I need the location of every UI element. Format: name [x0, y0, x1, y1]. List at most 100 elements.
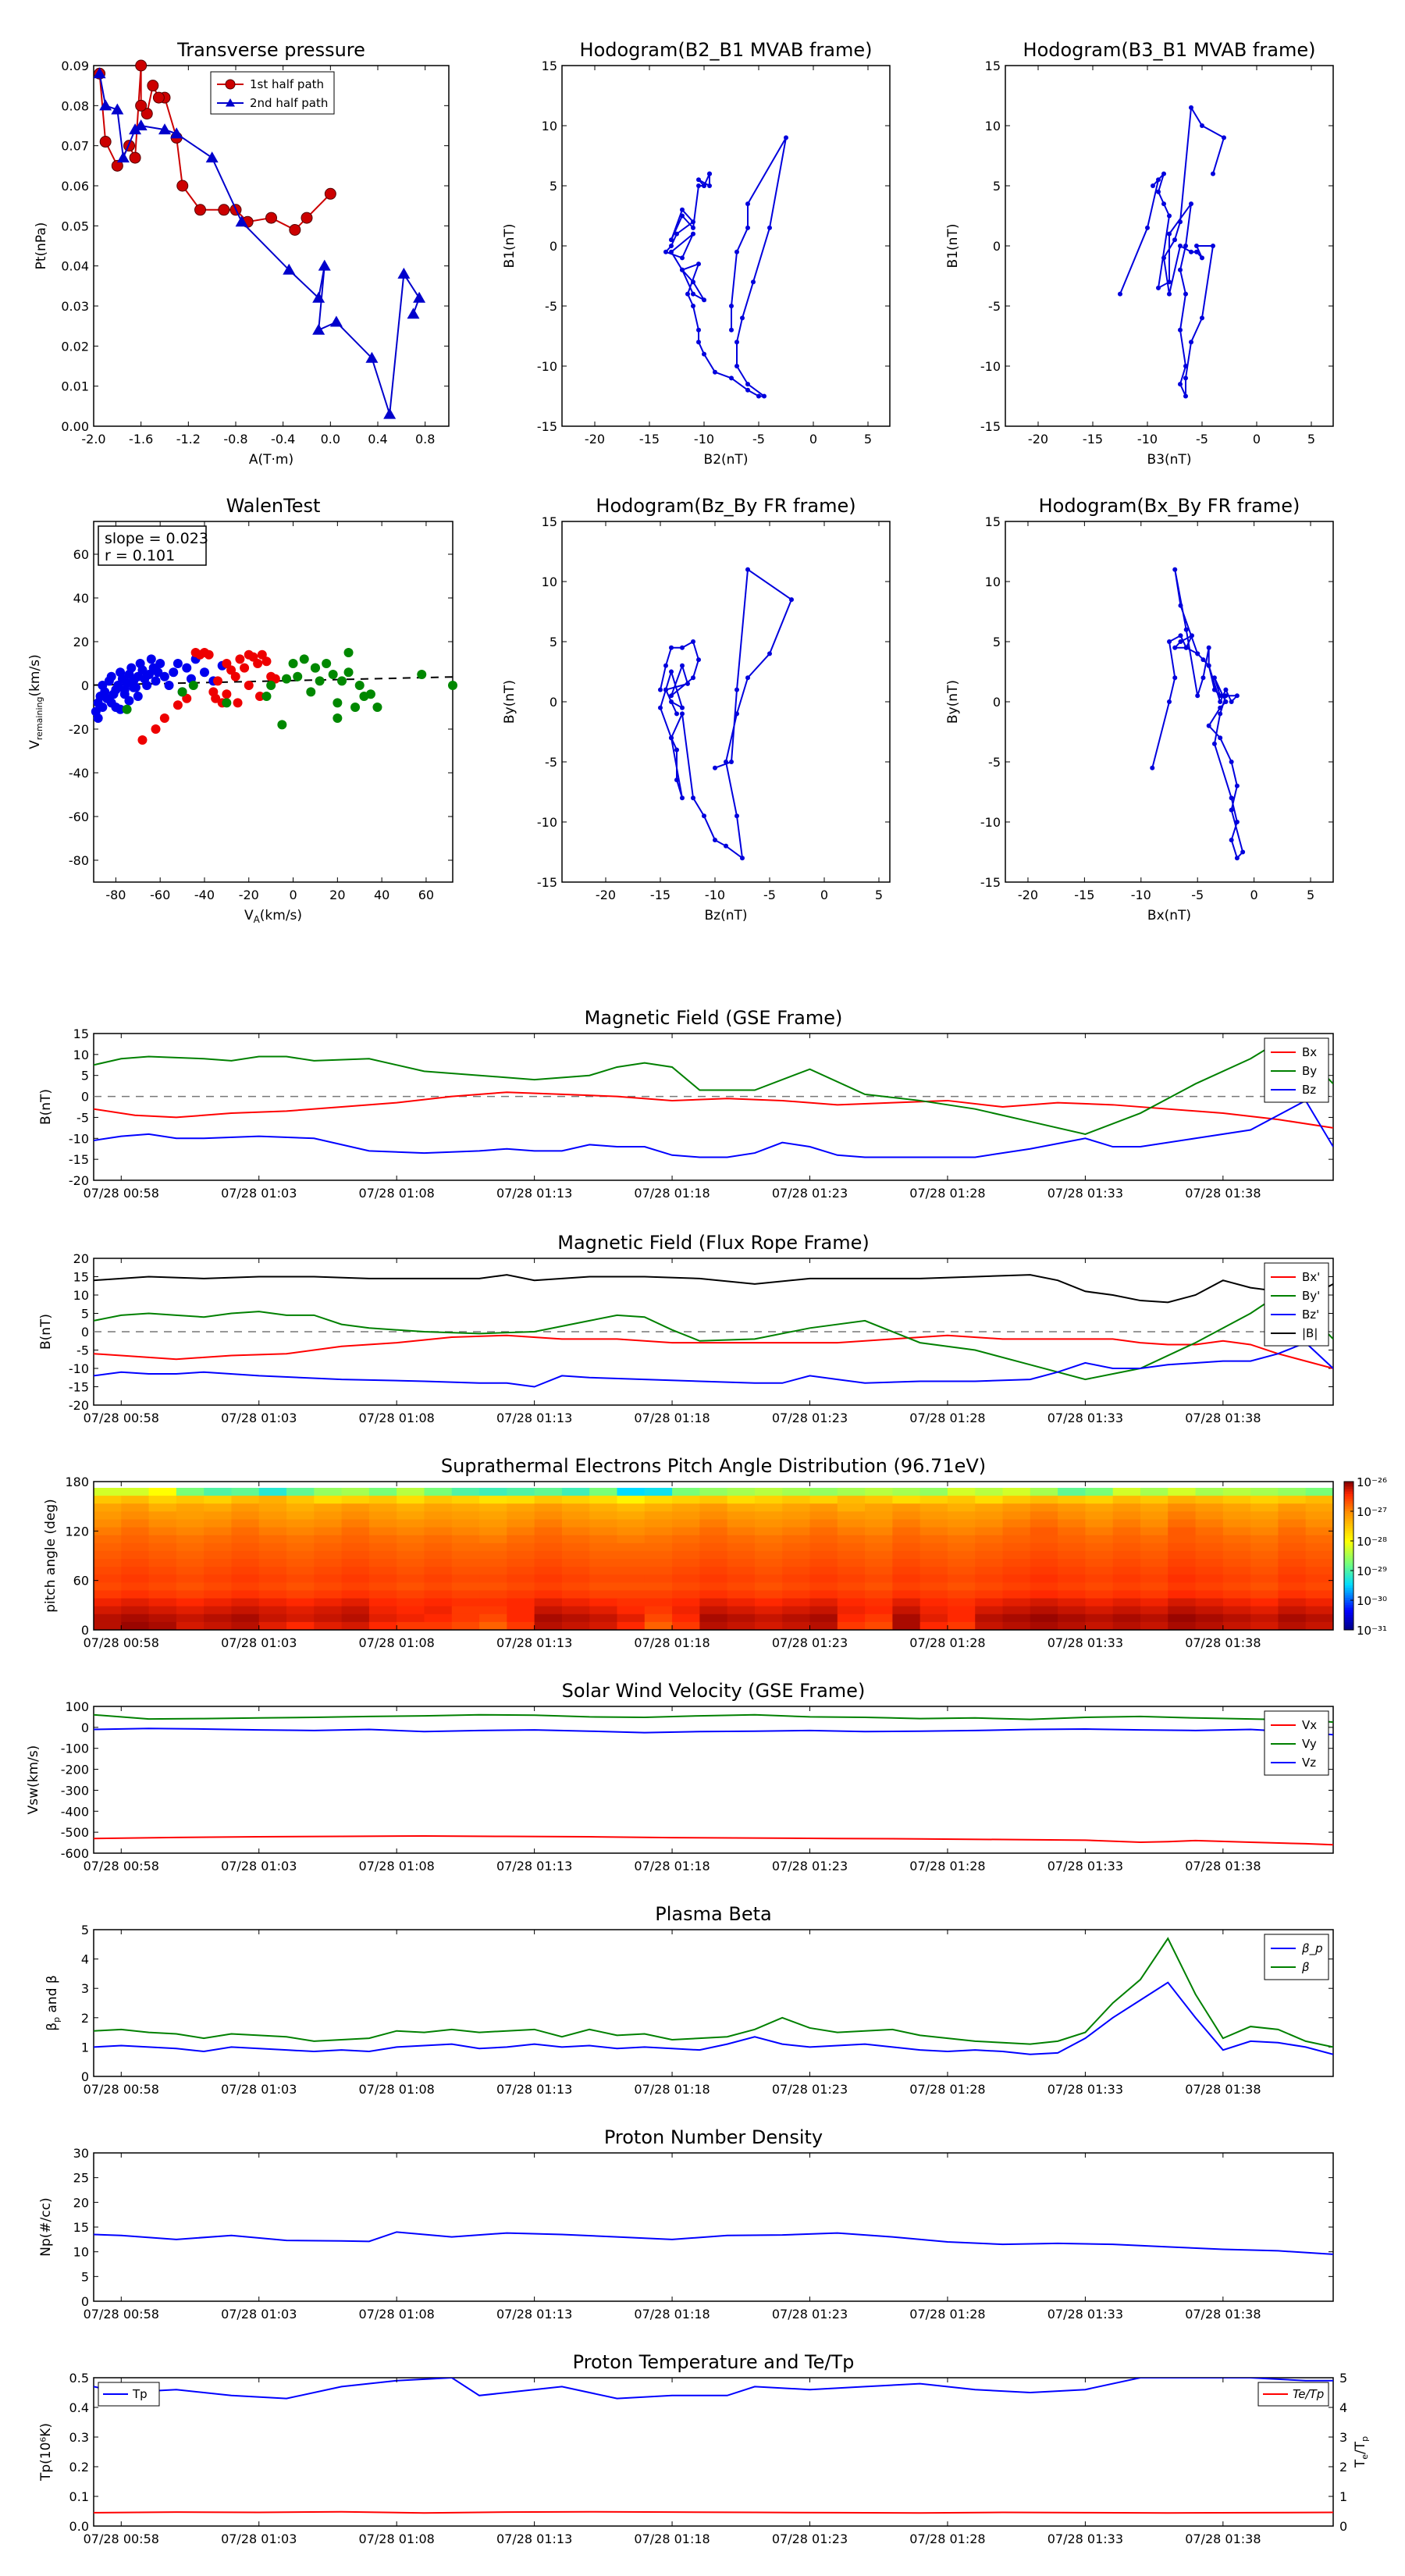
heatmap-cell	[451, 1606, 480, 1615]
heatmap-cell	[754, 1496, 783, 1504]
heatmap-cell	[534, 1511, 563, 1520]
x-tick-label: -20	[1018, 888, 1038, 902]
heatmap-cell	[727, 1598, 756, 1607]
heatmap-cell	[975, 1621, 1004, 1631]
heatmap-cell	[1305, 1519, 1334, 1528]
heatmap-cell	[258, 1503, 287, 1512]
colorbar-segment	[1344, 1514, 1353, 1517]
y-tick-label-right: 5	[1339, 2371, 1347, 2386]
scatter-point	[169, 667, 179, 678]
heatmap-cell	[286, 1574, 315, 1583]
heatmap-cell	[176, 1542, 205, 1552]
heatmap-cell	[1278, 1527, 1307, 1536]
heatmap-cell	[947, 1511, 976, 1520]
heatmap-cell	[368, 1488, 397, 1496]
heatmap-cell	[231, 1614, 260, 1623]
heatmap-cell	[1168, 1542, 1197, 1552]
walen-test-chart: WalenTest -80 -60 -40 -20 0 20 40 60 -80 -60 -40 -20…	[27, 495, 457, 925]
legend-label: Bx'	[1302, 1270, 1320, 1284]
heatmap-cell	[424, 1550, 453, 1560]
plot-frame	[93, 521, 454, 883]
heatmap-cell	[314, 1567, 343, 1575]
y-tick-label: 0	[81, 2294, 89, 2309]
chart-title: Transverse pressure	[176, 39, 365, 61]
heatmap-cell	[1030, 1519, 1058, 1528]
data-point	[1183, 627, 1189, 632]
data-point	[147, 80, 159, 92]
x-tick-label: 0	[809, 432, 817, 447]
colorbar-segment	[1344, 1563, 1353, 1567]
pitch-angle-heatmap: Suprathermal Electrons Pitch Angle Distr…	[43, 1455, 1387, 1650]
x-axis-label: Bx(nT)	[1147, 908, 1191, 923]
heatmap-cell	[424, 1527, 453, 1536]
heatmap-cell	[892, 1535, 921, 1544]
data-point	[680, 795, 685, 801]
heatmap-cell	[672, 1503, 700, 1512]
data-point	[140, 108, 153, 120]
heatmap-cell	[1085, 1567, 1114, 1575]
y-tick-label: -5	[988, 299, 1001, 314]
heatmap-cell	[1002, 1574, 1031, 1583]
heatmap-cell	[451, 1503, 480, 1512]
data-point	[1161, 201, 1166, 207]
heatmap-cell	[644, 1496, 673, 1504]
y-tick-label: -10	[69, 1131, 89, 1146]
heatmap-cell	[94, 1511, 122, 1520]
x-tick-label: 07/28 01:13	[496, 1186, 572, 1201]
plot-frame	[561, 65, 891, 427]
heatmap-cell	[919, 1574, 948, 1583]
data-point	[99, 136, 112, 148]
heatmap-cell	[424, 1598, 453, 1607]
heatmap-cell	[1112, 1567, 1141, 1575]
x-tick-label: 07/28 00:58	[84, 1411, 159, 1425]
heatmap-cell	[314, 1606, 343, 1615]
heatmap-cell	[1278, 1606, 1307, 1615]
colorbar-segment	[1344, 1560, 1353, 1564]
heatmap-cell	[782, 1519, 811, 1528]
heatmap-cell	[1278, 1519, 1307, 1528]
data-point	[696, 340, 701, 345]
heatmap-cell	[1140, 1582, 1168, 1591]
heatmap-cell	[561, 1598, 590, 1607]
heatmap-cell	[1085, 1519, 1114, 1528]
data-point	[669, 735, 674, 741]
heatmap-cell	[1195, 1496, 1224, 1504]
heatmap-cell	[1168, 1511, 1197, 1520]
heatmap-cell	[617, 1574, 646, 1583]
x-tick-label: 07/28 01:03	[221, 1186, 297, 1201]
heatmap-cell	[589, 1503, 617, 1512]
heatmap-cell	[1250, 1621, 1279, 1631]
x-tick-label: 07/28 01:13	[496, 1859, 572, 1873]
heatmap-cell	[975, 1614, 1004, 1623]
heatmap-cell	[1250, 1496, 1279, 1504]
heatmap-cell	[231, 1496, 260, 1504]
heatmap-cell	[341, 1503, 370, 1512]
heatmap-cell	[1030, 1511, 1058, 1520]
heatmap-cell	[617, 1527, 646, 1536]
heatmap-cell	[204, 1519, 232, 1528]
heatmap-cell	[1058, 1614, 1086, 1623]
heatmap-cell	[176, 1496, 205, 1504]
x-tick-label: -20	[585, 432, 605, 447]
heatmap-cell	[1195, 1535, 1224, 1544]
heatmap-cell	[534, 1550, 563, 1560]
heatmap-cell	[919, 1535, 948, 1544]
y-tick-label: -10	[980, 815, 1001, 830]
hodogram-b2-b1-chart: Hodogram(B2_B1 MVAB frame) -15 -10 -5 0 5 10 15…	[502, 39, 891, 468]
y-tick-label: -10	[980, 359, 1001, 374]
heatmap-cell	[1002, 1582, 1031, 1591]
heatmap-cell	[397, 1542, 425, 1552]
legend-label: Te/Tp	[1293, 2387, 1324, 2401]
heatmap-cell	[1250, 1574, 1279, 1583]
heatmap-cell	[892, 1590, 921, 1599]
heatmap-cell	[947, 1527, 976, 1536]
heatmap-cell	[451, 1582, 480, 1591]
heatmap-cell	[1030, 1582, 1058, 1591]
heatmap-cell	[1058, 1567, 1086, 1575]
heatmap-cell	[479, 1574, 507, 1583]
heatmap-cell	[479, 1582, 507, 1591]
y-tick-label: -20	[69, 722, 89, 737]
heatmap-cell	[1305, 1503, 1334, 1512]
data-point	[1183, 375, 1188, 381]
heatmap-cell	[368, 1582, 397, 1591]
